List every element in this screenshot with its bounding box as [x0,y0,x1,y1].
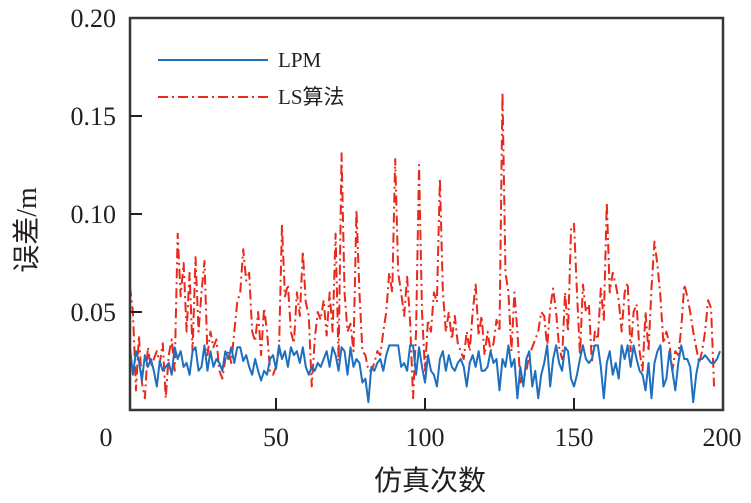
legend-label-lpm: LPM [278,48,322,72]
x-tick-label: 50 [263,423,289,452]
y-tick-label: 0.15 [71,102,117,131]
y-tick-label: 0.05 [71,298,117,327]
x-tick-label: 150 [555,423,594,452]
legend: LPM LS算法 [158,48,345,109]
series-line-ls [128,91,716,400]
y-axis-title: 误差/m [11,187,43,273]
series-layer [128,91,721,404]
legend-label-ls: LS算法 [278,85,345,109]
y-tick-label: 0.20 [71,4,117,33]
x-tick-label: 200 [703,423,742,452]
x-axis-title: 仿真次数 [374,465,486,497]
y-tick-label: 0.10 [71,200,117,229]
series-line-lpm [128,344,721,404]
x-tick-label: 0 [100,423,113,452]
ticks-layer: 0 50 100 150 200 0.05 0.10 0.15 0.20 [71,4,742,452]
x-tick-label: 100 [406,423,445,452]
